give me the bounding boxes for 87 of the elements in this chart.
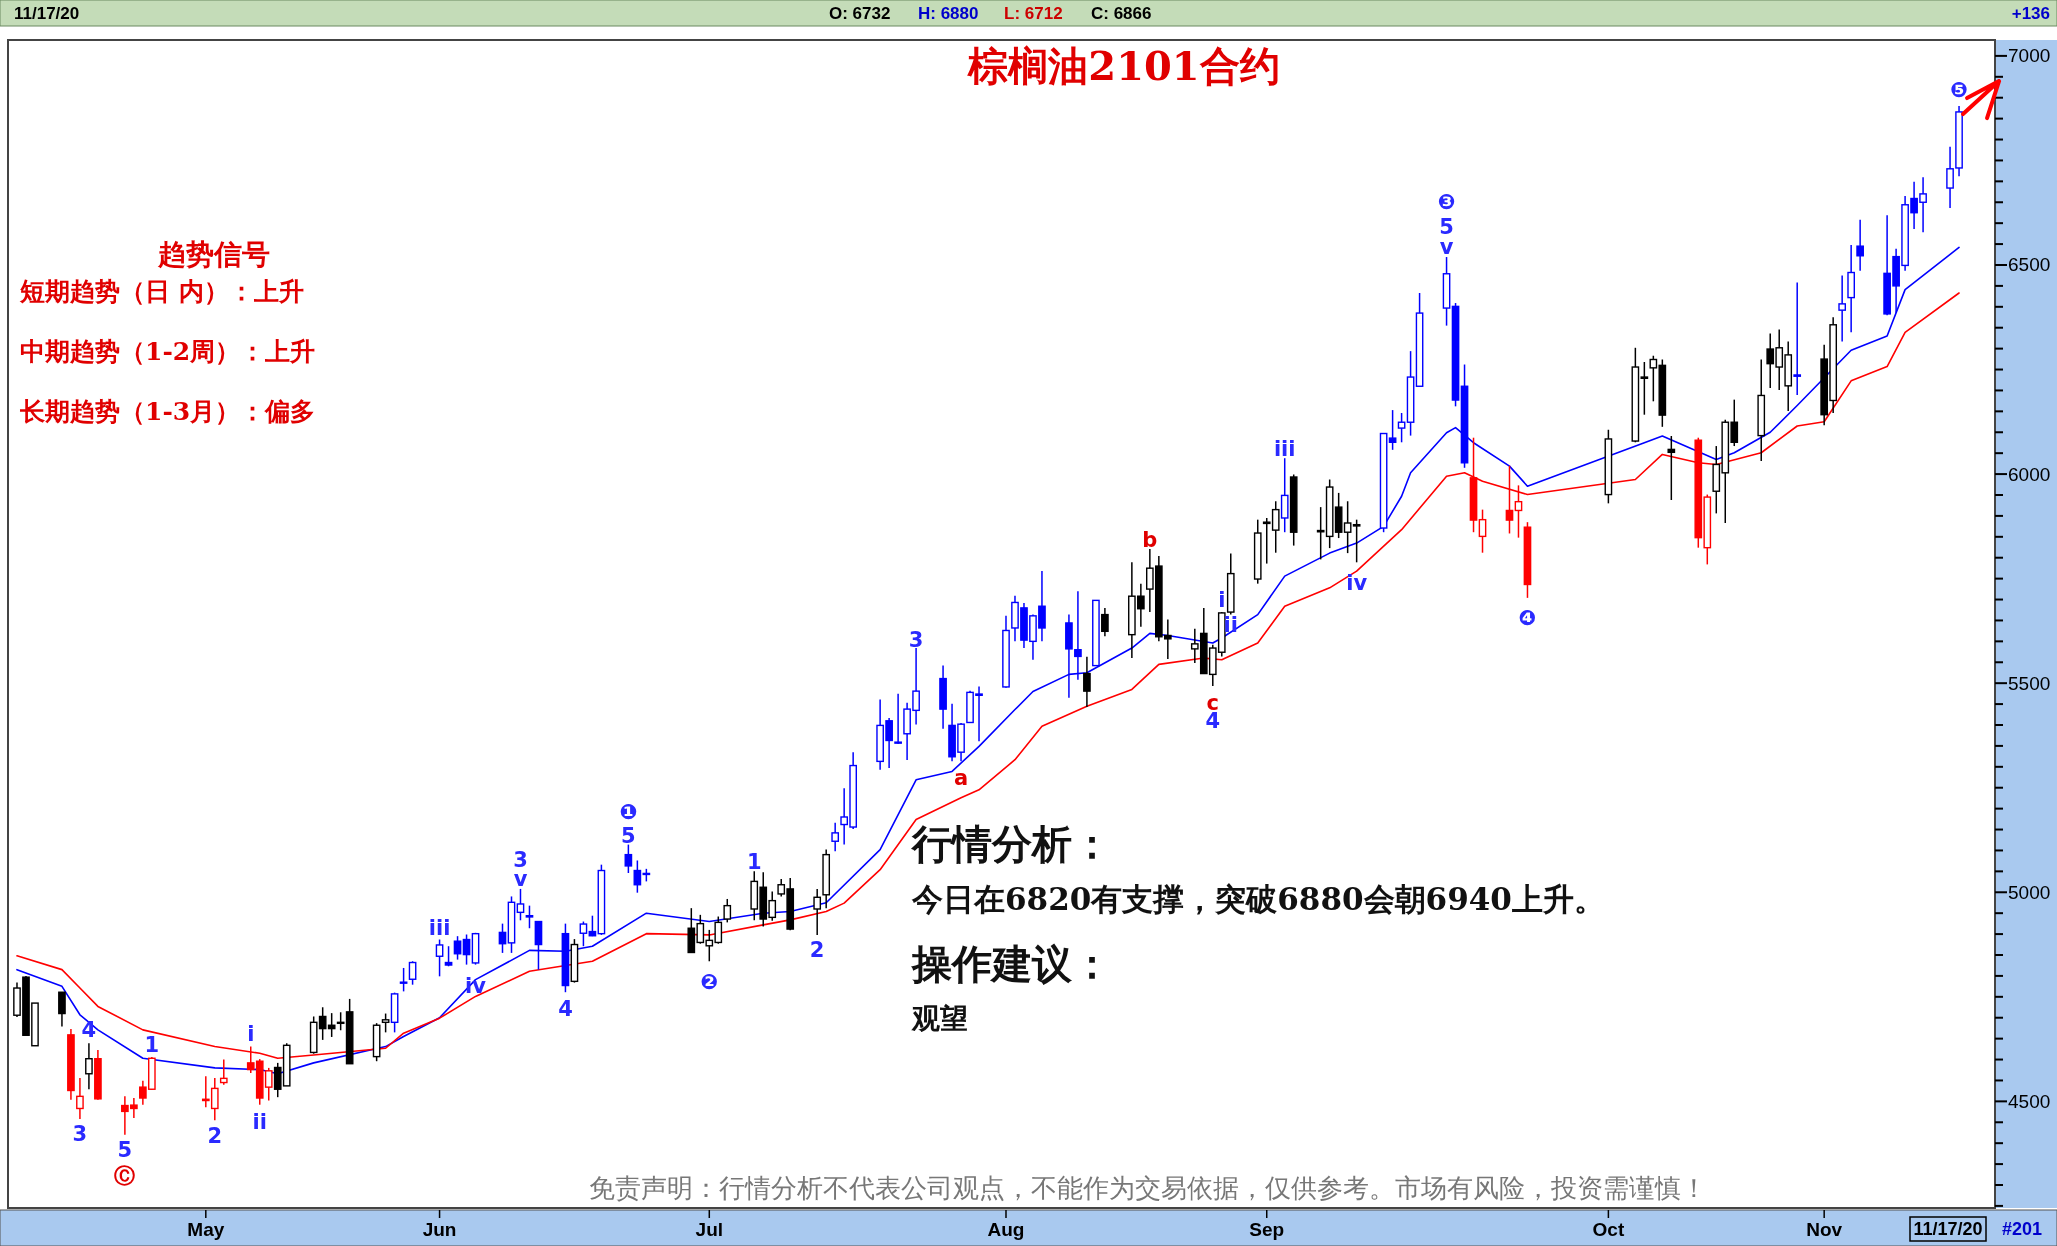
- y-tick-label: 4500: [2008, 1090, 2051, 1112]
- candlestick: [579, 920, 588, 947]
- text: 11/17/20: [14, 4, 80, 23]
- annotation: 观望: [911, 1002, 968, 1035]
- candlestick: [399, 967, 408, 993]
- y-tick-label: 5000: [2008, 881, 2051, 903]
- candlestick: [723, 898, 732, 924]
- text: 11/17/20: [1913, 1219, 1983, 1239]
- annotation: ❹: [1518, 605, 1537, 630]
- candlestick: [831, 822, 840, 853]
- x-tick-label: May: [187, 1219, 225, 1240]
- y-tick-label: 5500: [2008, 672, 2051, 694]
- annotation: 1: [746, 850, 762, 875]
- annotation: iii: [1273, 436, 1296, 461]
- candlestick: [76, 1077, 84, 1120]
- candlestick: [813, 888, 822, 936]
- annotation: 中期趋势（1-2周）：上升: [20, 337, 316, 366]
- candlestick: [1388, 409, 1397, 451]
- candlestick: [1478, 508, 1487, 554]
- y-tick-label: 6000: [2008, 463, 2051, 485]
- candlestick: [408, 960, 417, 986]
- candlestick: [435, 938, 444, 978]
- x-tick-label: Nov: [1806, 1219, 1843, 1240]
- annotation: iv: [1346, 570, 1368, 595]
- candlestick: [1101, 607, 1109, 638]
- candlestick: [624, 843, 633, 874]
- annotation: ❶: [619, 799, 638, 824]
- x-tick-label: Sep: [1249, 1219, 1285, 1240]
- annotation: ❸: [1437, 189, 1456, 214]
- candlestick: [1667, 435, 1676, 501]
- annotation: 3: [72, 1122, 88, 1147]
- annotation: 短期趋势（日 内）：上升: [19, 277, 304, 306]
- text: L: 6712: [1004, 4, 1063, 23]
- annotation: 3: [908, 627, 924, 652]
- annotation: 今日在6820有支撑，突破6880会朝6940上升。: [911, 881, 1605, 917]
- annotation: 5: [621, 823, 636, 848]
- annotation: 2: [809, 938, 825, 963]
- candlestick: [1505, 464, 1514, 535]
- candlestick: [462, 933, 471, 966]
- candlestick: [534, 920, 543, 971]
- candlestick: [1856, 219, 1864, 272]
- candlestick: [1352, 518, 1361, 564]
- candlestick: [1793, 281, 1802, 396]
- annotation: 5: [117, 1138, 133, 1163]
- text: O: 6732: [829, 4, 891, 23]
- y-tick-label: 6500: [2008, 254, 2051, 276]
- text: C: 6866: [1091, 4, 1152, 23]
- annotation: i: [247, 1022, 255, 1047]
- annotation: a: [953, 766, 969, 791]
- candlestick: [453, 935, 462, 961]
- annotation: 免责声明：行情分析不代表公司观点，不能作为交易依据，仅供参考。市场有风险，投资需谨慎！: [589, 1173, 1707, 1203]
- annotation: 1: [144, 1032, 160, 1057]
- text: H: 6880: [918, 4, 979, 23]
- annotation: i: [1218, 587, 1226, 612]
- x-tick-label: Aug: [987, 1219, 1025, 1240]
- annotation: 长期趋势（1-3月）：偏多: [19, 397, 316, 426]
- candlestick: [219, 1058, 228, 1086]
- annotation: ❷: [700, 969, 719, 994]
- x-tick-label: Jun: [422, 1219, 457, 1240]
- annotation: 行情分析：: [910, 820, 1112, 867]
- candlestick: [516, 888, 525, 922]
- candlestick: [1838, 274, 1846, 343]
- annotation: 操作建议：: [910, 940, 1112, 987]
- candlestick: [1397, 412, 1406, 444]
- candlestick: [381, 1012, 390, 1034]
- text: +136: [2011, 4, 2050, 23]
- candlestick: [1083, 656, 1091, 708]
- annotation: 4: [558, 997, 573, 1022]
- x-tick-label: Oct: [1592, 1219, 1625, 1240]
- chart-title: 棕榈油2101合约: [967, 42, 1280, 89]
- candlestick: [1514, 484, 1523, 539]
- annotation: ii: [252, 1110, 267, 1135]
- candlestick: [85, 1042, 93, 1090]
- candlestick: [525, 904, 534, 929]
- annotation: Ⓒ: [114, 1163, 136, 1188]
- annotation: ❺: [1950, 78, 1968, 103]
- candlestick: [894, 692, 902, 745]
- candlestick: [1640, 361, 1649, 416]
- candlestick: [58, 991, 66, 1028]
- y-tick-label: 7000: [2008, 45, 2051, 67]
- annotation: 趋势信号: [157, 238, 270, 271]
- text: #201: [2001, 1219, 2043, 1239]
- annotation: 2: [207, 1123, 223, 1148]
- x-tick-label: Jul: [695, 1219, 724, 1240]
- annotation: iii: [428, 915, 451, 940]
- annotation: b: [1142, 527, 1158, 552]
- annotation: 4: [81, 1018, 97, 1043]
